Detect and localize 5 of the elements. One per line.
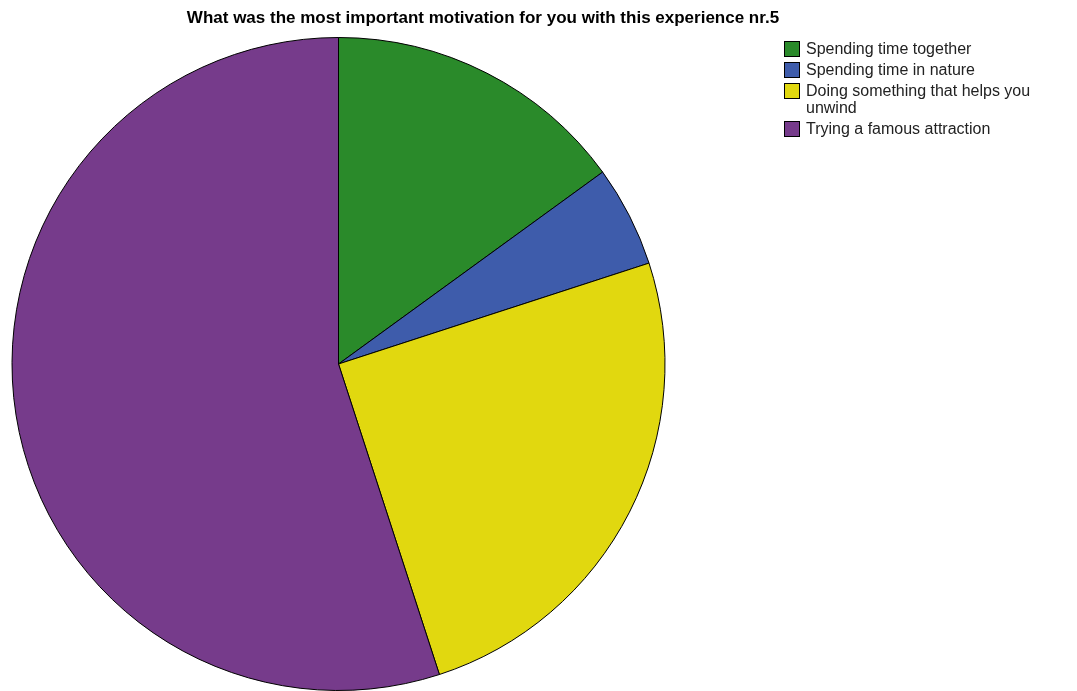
legend-label: Spending time in nature	[806, 61, 975, 78]
legend-label: Doing something that helps you unwind	[806, 82, 1032, 116]
legend-label: Spending time together	[806, 40, 972, 57]
legend-label: Trying a famous attraction	[806, 120, 991, 137]
chart-title: What was the most important motivation for you with this experience nr.5	[185, 8, 781, 28]
